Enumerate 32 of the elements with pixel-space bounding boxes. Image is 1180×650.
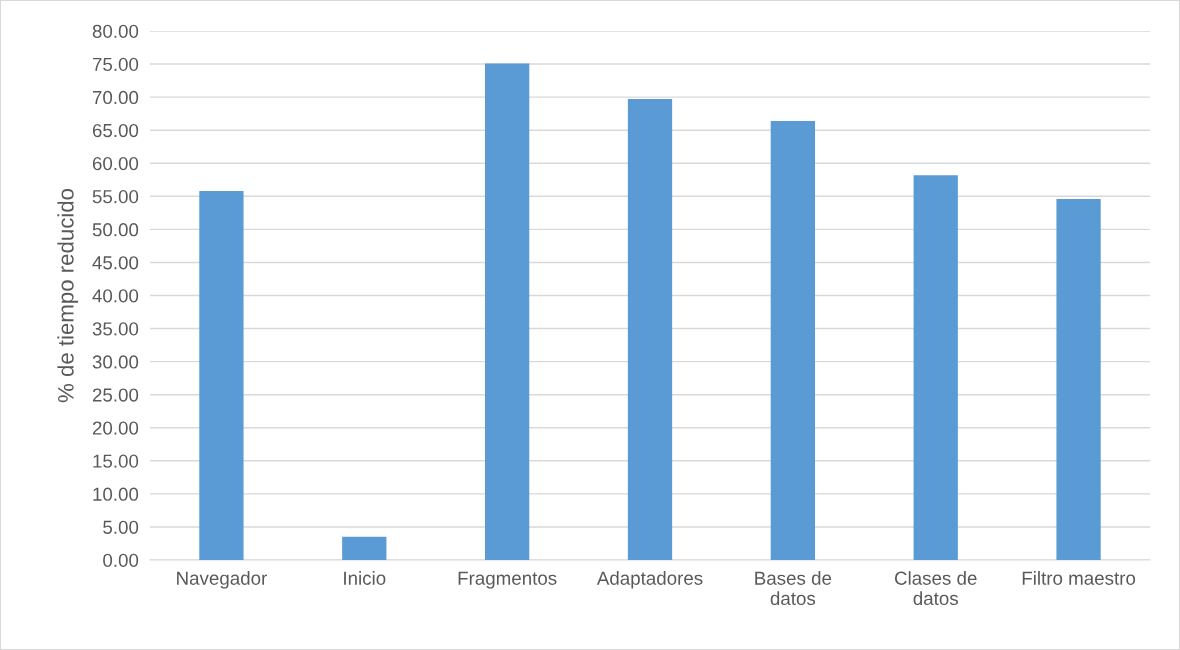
x-tick-label: Navegador	[177, 571, 267, 589]
x-tick-label: Adaptadores	[596, 571, 703, 589]
bar	[485, 63, 530, 560]
y-tick-label: 75.00	[92, 57, 139, 72]
x-tick-label: Fragmentos	[458, 571, 557, 589]
y-tick-label: 45.00	[92, 256, 139, 270]
y-tick-label: 50.00	[92, 223, 139, 237]
bar	[770, 120, 815, 560]
x-tick-label: Filtro maestro	[1022, 571, 1136, 585]
y-tick-label: 65.00	[92, 123, 139, 138]
x-tick-label: Clases de datos	[894, 571, 977, 606]
y-tick-label: 70.00	[92, 90, 139, 105]
bar	[199, 191, 244, 560]
y-tick-label: 25.00	[92, 388, 139, 402]
y-axis-title: % de tiempo reducido	[57, 188, 79, 403]
y-tick-label: 0.00	[103, 553, 139, 567]
y-tick-label: 60.00	[92, 156, 139, 171]
bar	[1056, 198, 1101, 560]
y-tick-label: 40.00	[92, 289, 139, 303]
y-tick-label: 10.00	[93, 487, 139, 501]
x-tick-label: Inicio	[344, 571, 386, 585]
bar	[627, 99, 673, 560]
y-tick-label: 30.00	[92, 355, 139, 369]
x-tick-label: Bases de datos	[755, 571, 832, 606]
bar	[342, 536, 387, 560]
bar	[913, 175, 958, 560]
y-tick-label: 80.00	[92, 24, 139, 38]
y-tick-label: 20.00	[92, 421, 139, 435]
y-tick-label: 35.00	[92, 322, 139, 336]
y-tick-label: 55.00	[92, 190, 139, 204]
y-tick-label: 5.00	[103, 520, 139, 534]
y-tick-label: 15.00	[93, 454, 139, 468]
